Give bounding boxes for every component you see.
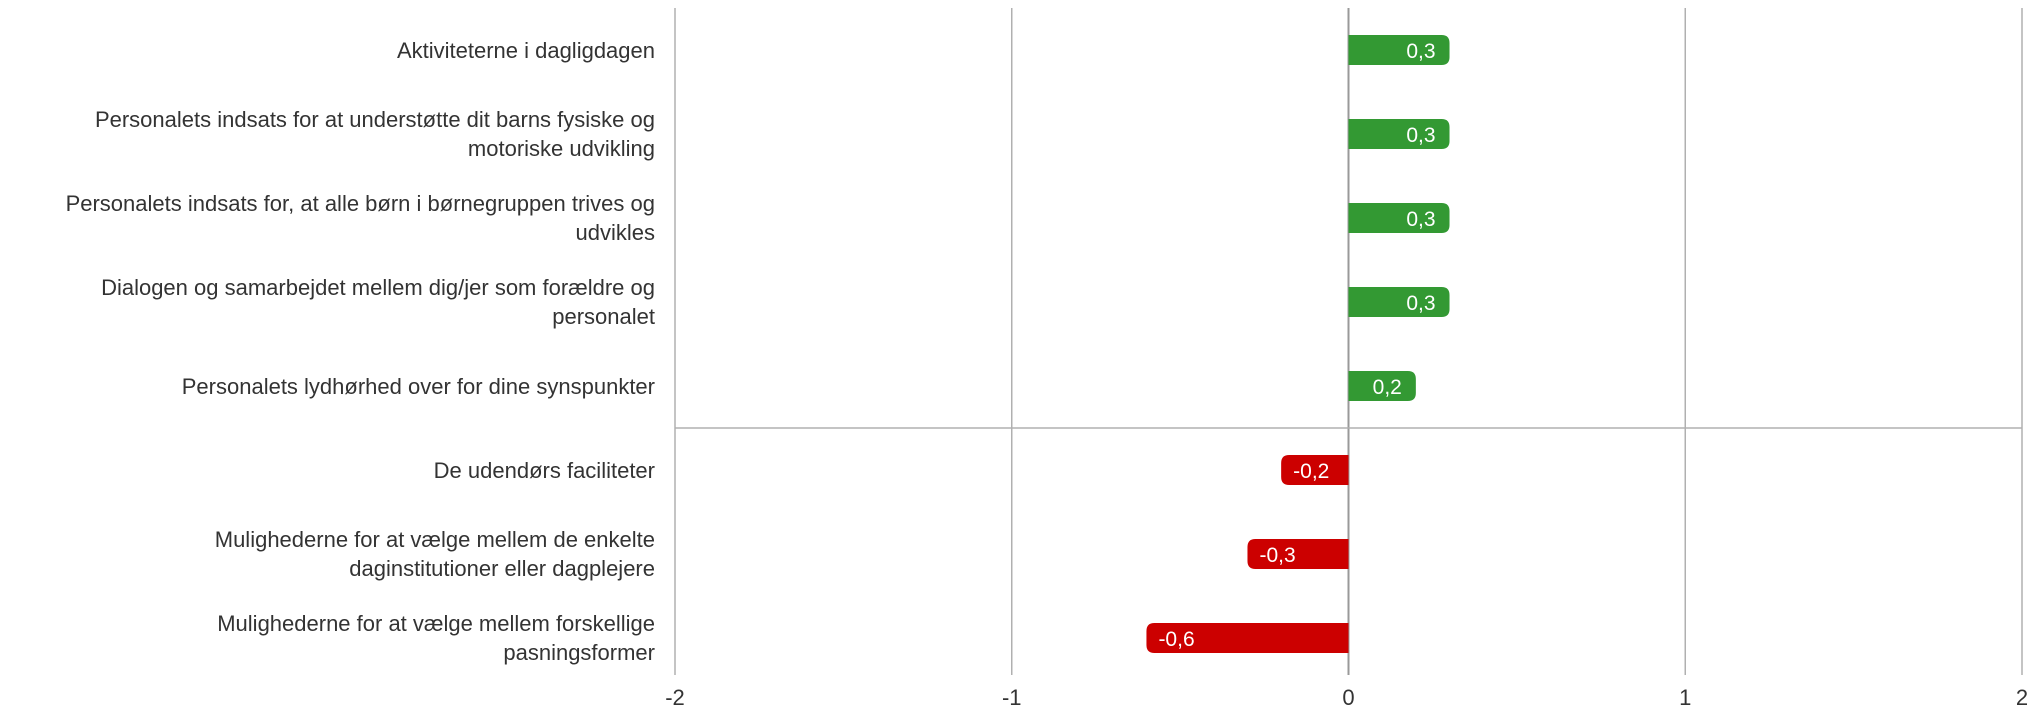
x-tick-label: 1	[1679, 685, 1691, 710]
bar	[1281, 455, 1349, 485]
bar-value-label: 0,3	[1406, 208, 1435, 231]
bar-value-label: 0,3	[1406, 292, 1435, 315]
category-label-line: Dialogen og samarbejdet mellem dig/jer s…	[101, 275, 655, 300]
x-tick-label: -1	[1002, 685, 1022, 710]
bar-value-label: 0,2	[1373, 376, 1402, 399]
bar	[1348, 35, 1450, 65]
category-label: Personalets indsats for at understøtte d…	[0, 105, 655, 163]
bar-value-label: -0,6	[1158, 628, 1194, 651]
category-label: Dialogen og samarbejdet mellem dig/jer s…	[0, 273, 655, 331]
category-label: Mulighederne for at vælge mellem de enke…	[0, 525, 655, 583]
category-label: Mulighederne for at vælge mellem forskel…	[0, 609, 655, 667]
category-label-line: daginstitutioner eller dagplejere	[349, 556, 655, 581]
x-tick-label: 0	[1342, 685, 1354, 710]
category-label-line: motoriske udvikling	[467, 136, 655, 161]
category-label-line: udvikles	[575, 220, 655, 245]
bar	[1247, 539, 1349, 569]
bar-value-label: -0,3	[1259, 544, 1295, 567]
x-tick-label: -2	[665, 685, 685, 710]
bar-value-label: 0,3	[1406, 40, 1435, 63]
bar	[1348, 371, 1416, 401]
category-label-line: pasningsformer	[503, 640, 655, 665]
bar-value-label: -0,2	[1293, 460, 1329, 483]
bar	[1348, 119, 1450, 149]
category-label: Personalets lydhørhed over for dine syns…	[0, 372, 655, 401]
x-tick-label: 2	[2016, 685, 2028, 710]
bar	[1146, 623, 1349, 653]
category-label: Aktiviteterne i dagligdagen	[0, 36, 655, 65]
bar	[1348, 287, 1450, 317]
category-label-line: Mulighederne for at vælge mellem de enke…	[214, 527, 655, 552]
category-label-line: Personalets lydhørhed over for dine syns…	[181, 373, 655, 399]
category-label: De udendørs faciliteter	[0, 456, 655, 485]
category-label-line: Personalets indsats for, at alle børn i …	[65, 191, 655, 216]
bar	[1348, 203, 1450, 233]
category-label-line: De udendørs faciliteter	[433, 457, 655, 483]
bar-value-label: 0,3	[1406, 124, 1435, 147]
category-label-line: personalet	[552, 304, 655, 329]
category-label-line: Aktiviteterne i dagligdagen	[396, 37, 655, 63]
category-label-line: Mulighederne for at vælge mellem forskel…	[217, 611, 655, 636]
category-label-line: Personalets indsats for at understøtte d…	[94, 107, 655, 132]
category-label: Personalets indsats for, at alle børn i …	[0, 189, 655, 247]
